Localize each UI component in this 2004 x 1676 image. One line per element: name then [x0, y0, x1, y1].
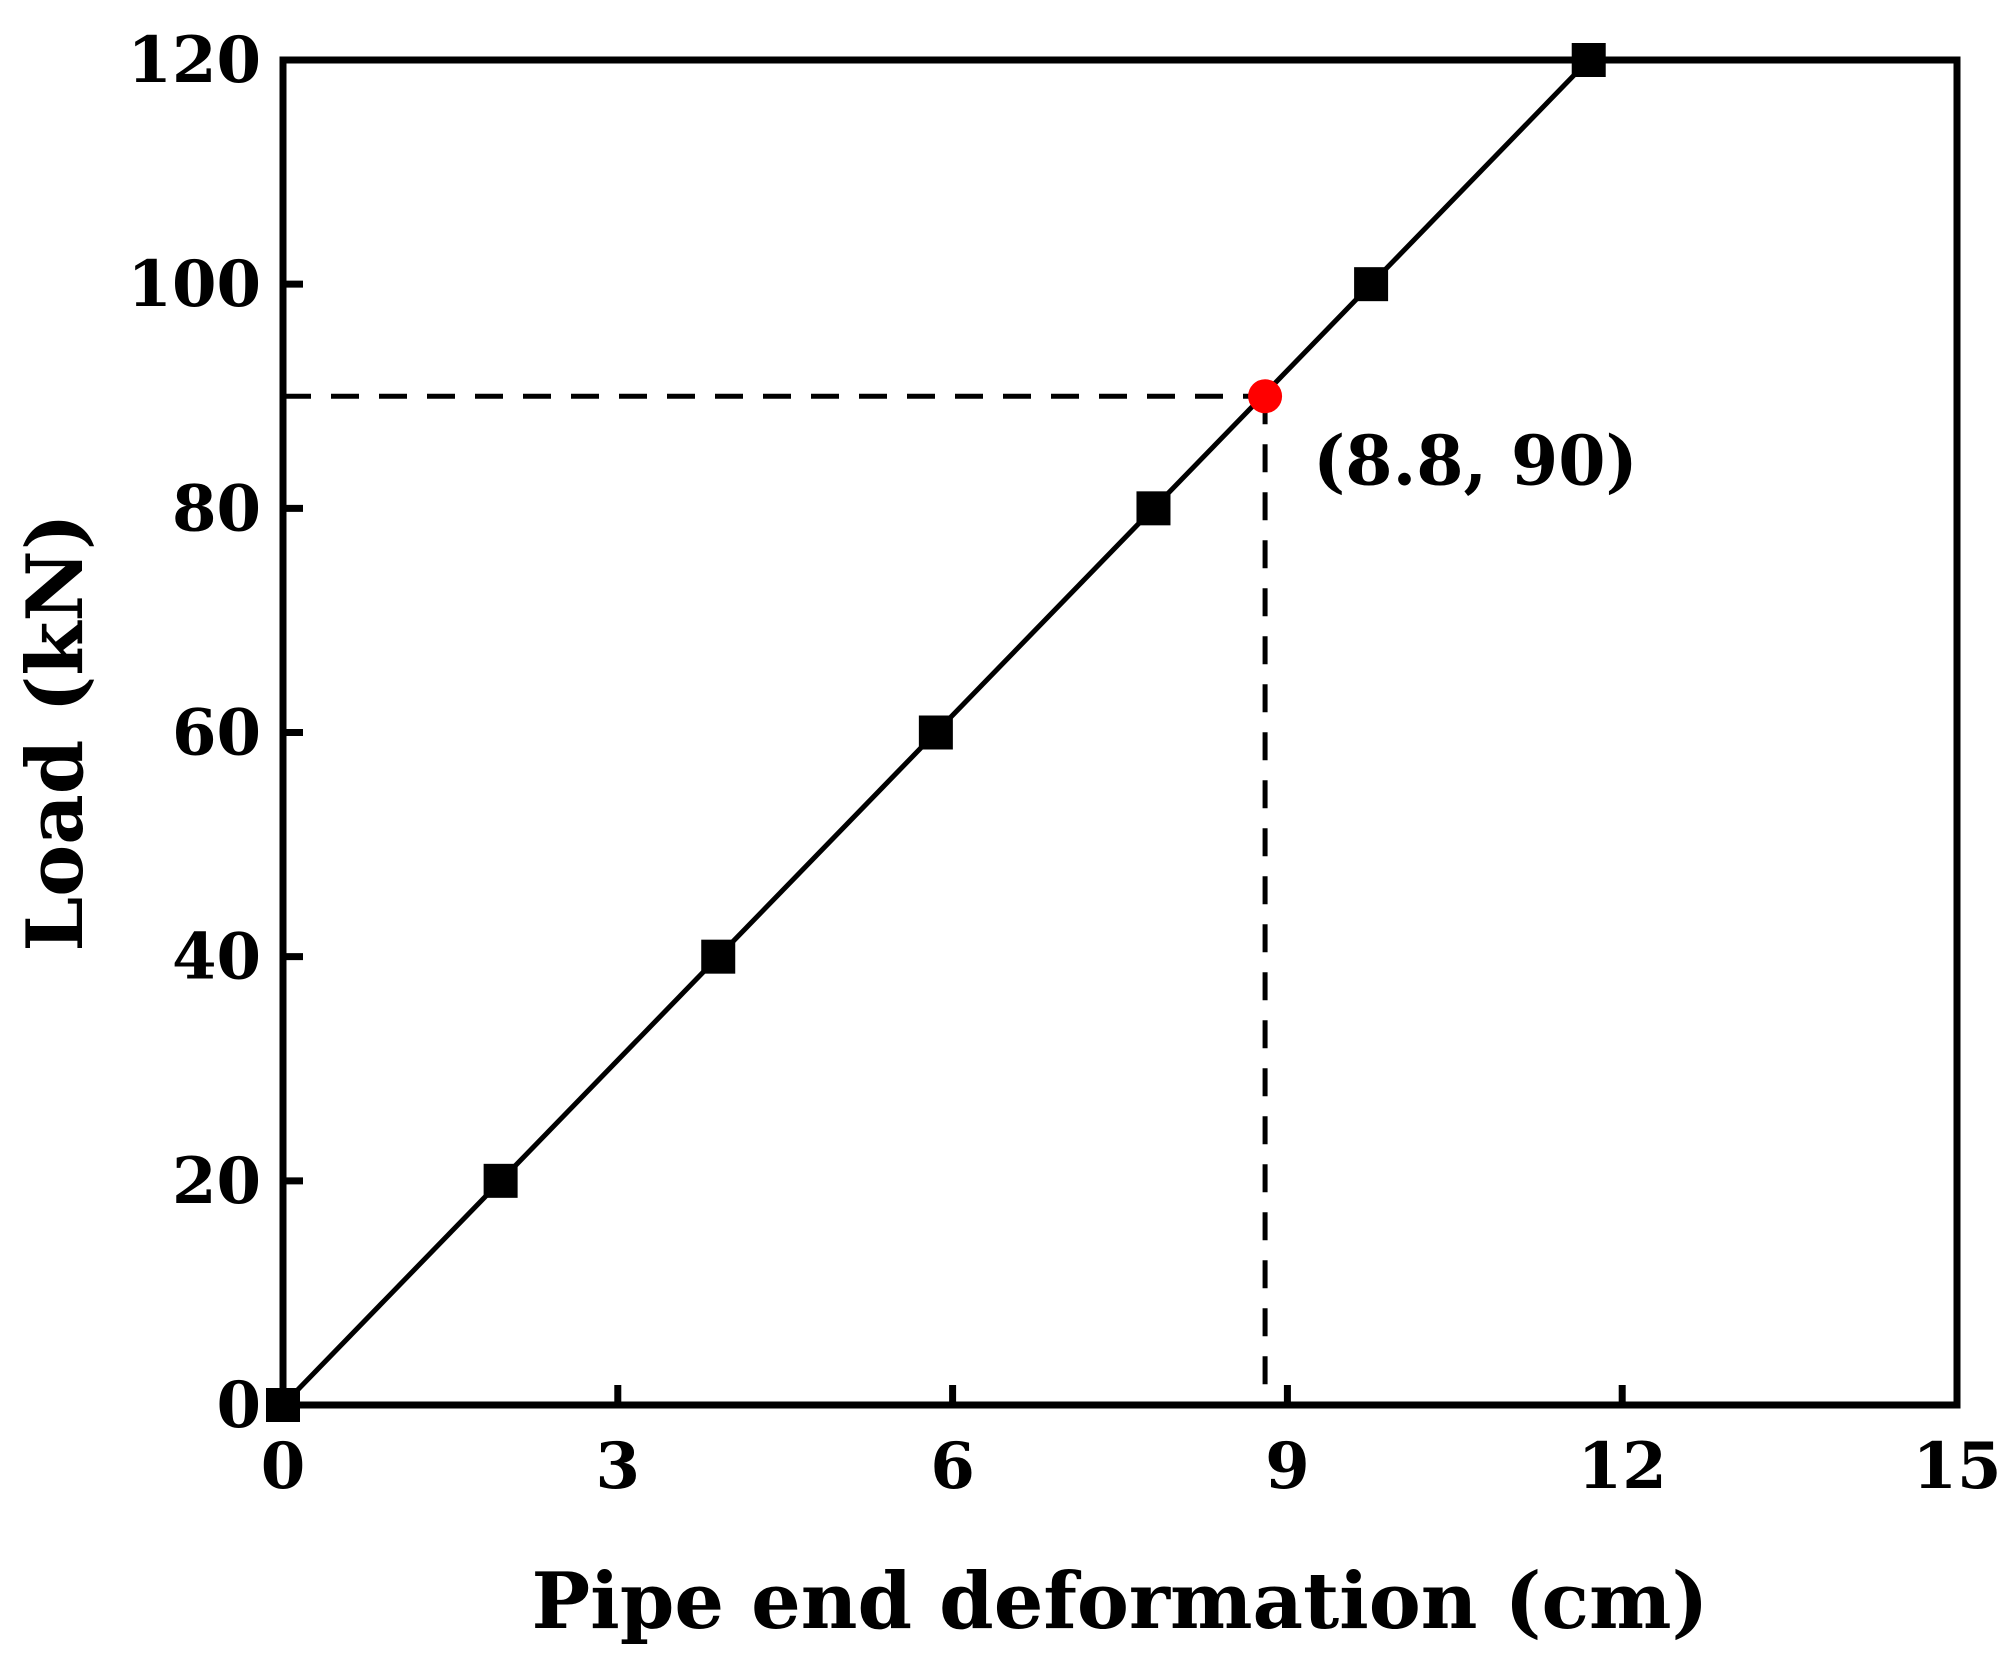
y-tick-label-3: 60: [172, 696, 261, 771]
data-point-marker-3: [918, 715, 953, 750]
x-tick-label-0: 0: [261, 1429, 306, 1504]
x-tick-label-2: 6: [930, 1429, 975, 1504]
x-tick-label-1: 3: [596, 1429, 641, 1504]
markers-layer: [266, 43, 1606, 1422]
x-tick-label-3: 9: [1265, 1429, 1310, 1504]
data-point-marker-5: [1354, 267, 1389, 302]
data-point-marker-4: [1136, 491, 1171, 526]
annotation-label: (8.8, 90): [1313, 421, 1638, 501]
y-tick-label-4: 80: [172, 471, 261, 546]
data-point-marker-2: [701, 939, 736, 974]
data-point-marker-1: [483, 1163, 518, 1198]
x-tick-label-5: 15: [1912, 1429, 2001, 1504]
x-axis-title: Pipe end deformation (cm): [532, 1556, 1709, 1647]
annotation-point-marker: [1248, 379, 1283, 414]
y-tick-label-5: 100: [127, 247, 261, 322]
guide-lines: [283, 393, 1268, 1405]
y-axis-title: Load (kN): [10, 513, 101, 951]
y-tick-label-2: 40: [172, 920, 261, 995]
y-tick-label-1: 20: [172, 1144, 261, 1219]
annotation-layer: (8.8, 90): [1248, 379, 1638, 501]
y-tick-label-6: 120: [127, 23, 261, 98]
y-tick-label-0: 0: [216, 1368, 261, 1443]
tick-labels: 0 3 6 9 12 15 0 20 40 60 80 100 120: [127, 23, 2001, 1504]
axis-ticks: [283, 280, 1626, 1405]
x-tick-label-4: 12: [1578, 1429, 1667, 1504]
plot-frame: [279, 56, 1961, 1409]
